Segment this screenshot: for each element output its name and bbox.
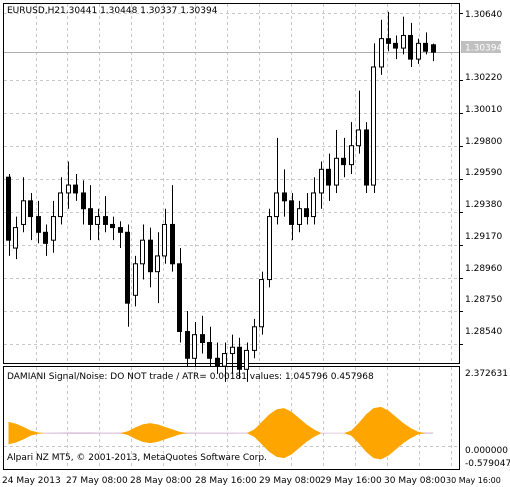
time-tick-label: 30 May 16:00 bbox=[446, 476, 501, 485]
candle-bull bbox=[356, 129, 361, 147]
candle-bull bbox=[133, 263, 138, 296]
candle-bull bbox=[58, 192, 63, 218]
candle-bull bbox=[349, 145, 354, 166]
indicator-axis-label: 2.372631 bbox=[465, 369, 508, 379]
copyright-text: Alpari NZ MT5, © 2001-2013, MetaQuotes S… bbox=[7, 453, 267, 463]
candle-bull bbox=[13, 227, 18, 249]
candle-bull bbox=[244, 349, 249, 370]
price-tick-label: 1.29590 bbox=[465, 168, 502, 178]
candle-bull bbox=[371, 66, 376, 186]
candle-bear bbox=[304, 208, 309, 218]
candle-bull bbox=[222, 353, 227, 367]
candle-bear bbox=[364, 129, 369, 186]
candle-bear bbox=[118, 227, 123, 233]
indicator-plot bbox=[8, 406, 434, 460]
chart-title: EURUSD,H2 bbox=[7, 6, 60, 16]
candle-bear bbox=[125, 231, 130, 304]
candle-bull bbox=[155, 255, 160, 273]
candle-bear bbox=[423, 42, 428, 52]
time-tick-label: 29 May 08:00 bbox=[259, 476, 321, 486]
price-tick-label: 1.28750 bbox=[465, 295, 502, 305]
candle-bear bbox=[43, 231, 48, 244]
price-tick-label: 1.29380 bbox=[465, 200, 502, 210]
candles bbox=[6, 11, 436, 382]
signal-band bbox=[8, 406, 434, 460]
candle-bull bbox=[230, 346, 235, 355]
ohlc-readout: 1.30441 1.30448 1.30337 1.30394 bbox=[60, 6, 218, 16]
noise-band bbox=[8, 432, 434, 434]
candle-bull bbox=[66, 184, 71, 194]
candle-bull bbox=[401, 34, 406, 49]
price-tick-label: 1.30220 bbox=[465, 73, 502, 83]
candle-bear bbox=[88, 208, 93, 225]
price-tick-label: 1.28540 bbox=[465, 327, 502, 337]
candle-bear bbox=[408, 34, 413, 60]
price-tick-label: 1.29800 bbox=[465, 137, 502, 147]
candle-bear bbox=[148, 239, 153, 273]
time-tick-label: 29 May 16:00 bbox=[320, 476, 382, 486]
candle-bull bbox=[334, 157, 339, 186]
candle-bull bbox=[274, 192, 279, 218]
price-axis-ticks bbox=[459, 13, 463, 345]
candle-bear bbox=[36, 216, 41, 233]
candle-bull bbox=[21, 200, 26, 225]
candle-bear bbox=[207, 342, 212, 359]
candle-bear bbox=[341, 157, 346, 166]
current-price-badge bbox=[461, 41, 501, 53]
candle-bull bbox=[51, 216, 56, 241]
candle-bull bbox=[416, 42, 421, 60]
price-axis-labels: 1.30640 1.30220 1.30010 1.29800 1.29590 … bbox=[465, 10, 502, 337]
candle-bear bbox=[326, 168, 331, 186]
candle-bull bbox=[379, 38, 384, 68]
price-tick-label: 1.29170 bbox=[465, 232, 502, 242]
candle-bull bbox=[319, 168, 324, 194]
current-price-label: 1.30394 bbox=[465, 44, 502, 54]
candle-bear bbox=[6, 176, 11, 241]
main-chart-frame bbox=[3, 3, 460, 364]
candle-bear bbox=[215, 357, 220, 367]
candle-bull bbox=[252, 326, 257, 351]
price-tick-label: 1.30010 bbox=[465, 105, 502, 115]
candle-bull bbox=[192, 334, 197, 359]
candle-bear bbox=[103, 216, 108, 225]
candle-bull bbox=[95, 216, 100, 225]
price-tick-label: 1.30640 bbox=[465, 10, 502, 20]
candle-bear bbox=[200, 334, 205, 344]
candle-bull bbox=[140, 239, 145, 265]
time-tick-label: 28 May 08:00 bbox=[130, 476, 192, 486]
candle-bear bbox=[237, 346, 242, 370]
candle-bear bbox=[28, 200, 33, 218]
candle-bull bbox=[311, 192, 316, 218]
time-tick-label: 28 May 16:00 bbox=[195, 476, 257, 486]
candle-bear bbox=[386, 38, 391, 44]
candle-bear bbox=[282, 192, 287, 202]
indicator-axis-label: 0.000000 bbox=[465, 446, 508, 456]
candle-bear bbox=[289, 200, 294, 225]
candle-bear bbox=[431, 44, 436, 53]
candle-bull bbox=[162, 223, 167, 257]
time-tick-label: 27 May 08:00 bbox=[66, 476, 128, 486]
candle-bear bbox=[185, 331, 190, 359]
indicator-axis-label: -0.579047 bbox=[465, 459, 510, 469]
candle-bear bbox=[177, 263, 182, 333]
time-tick-label: 30 May 08:00 bbox=[384, 476, 446, 486]
candle-bull bbox=[259, 279, 264, 328]
time-tick-label: 24 May 2013 bbox=[2, 476, 61, 486]
candle-bear bbox=[170, 223, 175, 265]
time-axis-labels: 24 May 2013 27 May 08:00 28 May 08:00 28… bbox=[2, 476, 501, 486]
candle-bull bbox=[297, 208, 302, 225]
candle-bull bbox=[267, 216, 272, 281]
candle-bear bbox=[81, 192, 86, 210]
indicator-caption: DAMIANI Signal/Noise: DO NOT trade / ATR… bbox=[7, 372, 374, 382]
price-tick-label: 1.28960 bbox=[465, 264, 502, 274]
candle-bear bbox=[73, 184, 78, 194]
candle-bear bbox=[393, 42, 398, 49]
candle-bear bbox=[110, 223, 115, 229]
